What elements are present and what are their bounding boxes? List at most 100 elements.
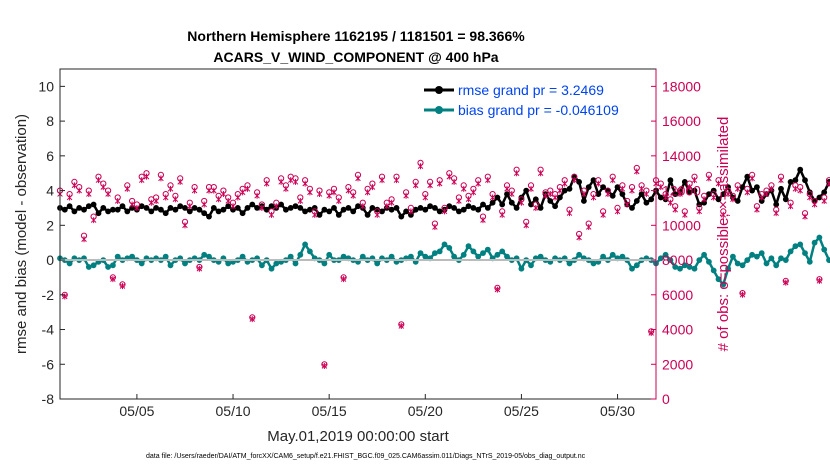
rmse-point xyxy=(244,205,251,211)
assimilated-obs-marker xyxy=(182,222,188,229)
assimilated-obs-marker xyxy=(561,180,568,187)
bias-point xyxy=(667,257,674,263)
rmse-point xyxy=(657,194,664,201)
assimilated-obs-marker xyxy=(76,187,82,194)
rmse-point xyxy=(432,205,438,211)
assimilated-obs-marker xyxy=(802,213,808,220)
bias-point xyxy=(417,250,424,256)
y-axis-label: rmse and bias (model - observation) xyxy=(13,114,30,354)
rmse-point xyxy=(186,208,193,215)
rmse-point xyxy=(715,196,722,203)
assimilated-obs-marker xyxy=(316,191,323,198)
x-tick-label: 05/20 xyxy=(408,403,443,419)
assimilated-obs-marker xyxy=(148,199,155,206)
assimilated-obs-marker xyxy=(811,201,818,208)
rmse-point xyxy=(686,189,693,196)
rmse-point xyxy=(446,203,453,210)
data-file-footnote: data file: /Users/raeder/DAI/ATM_forcXX/… xyxy=(146,453,586,460)
rmse-point xyxy=(71,208,78,215)
assimilated-obs-marker xyxy=(162,194,169,201)
bias-point xyxy=(662,251,669,258)
y-tick-label: 8 xyxy=(46,113,54,129)
rmse-point xyxy=(412,206,419,213)
assimilated-obs-marker xyxy=(451,178,457,185)
rmse-point xyxy=(465,203,472,210)
rmse-point xyxy=(547,198,554,204)
rmse-point xyxy=(220,206,227,213)
assimilated-obs-marker xyxy=(129,201,135,208)
assimilated-obs-marker xyxy=(470,189,477,196)
y-tick-label: -6 xyxy=(42,356,55,372)
assimilated-obs-marker xyxy=(206,187,212,194)
rmse-point xyxy=(739,184,746,191)
assimilated-obs-marker xyxy=(662,194,669,201)
y-right-tick-label: 4000 xyxy=(662,322,693,338)
assimilated-obs-marker xyxy=(187,203,193,210)
bias-point xyxy=(138,260,145,267)
rmse-point xyxy=(422,206,429,213)
bias-point xyxy=(730,253,736,260)
assimilated-obs-marker xyxy=(105,191,111,198)
rmse-point xyxy=(792,177,799,184)
rmse-point xyxy=(119,203,126,210)
assimilated-obs-marker xyxy=(614,208,621,215)
bias-point xyxy=(758,250,765,256)
bias-point xyxy=(90,262,97,269)
rmse-point xyxy=(321,206,328,213)
bias-point xyxy=(566,260,573,267)
assimilated-obs-marker xyxy=(797,187,803,194)
rmse-point xyxy=(283,206,289,213)
assimilated-obs-marker xyxy=(379,177,385,184)
assimilated-obs-marker xyxy=(504,185,510,192)
bias-point xyxy=(182,260,188,267)
rmse-point xyxy=(470,205,477,211)
rmse-point xyxy=(821,189,828,196)
bias-point xyxy=(802,250,808,256)
assimilated-obs-marker xyxy=(826,180,830,187)
rmse-point xyxy=(369,205,376,211)
bias-point xyxy=(821,246,828,253)
rmse-point xyxy=(263,206,270,213)
bias-point xyxy=(768,255,775,262)
rmse-point xyxy=(614,184,621,191)
rmse-point xyxy=(566,185,573,192)
x-tick-label: 05/15 xyxy=(312,403,347,419)
assimilated-obs-marker xyxy=(744,189,751,196)
rmse-point xyxy=(114,206,121,213)
rmse-point xyxy=(292,203,299,210)
rmse-point xyxy=(480,201,486,208)
rmse-point xyxy=(754,184,760,191)
assimilated-obs-marker xyxy=(427,182,433,189)
bias-point xyxy=(451,253,457,260)
rmse-point xyxy=(581,198,587,204)
assimilated-obs-marker xyxy=(124,185,131,192)
assimilated-obs-marker xyxy=(110,276,116,283)
assimilated-obs-marker xyxy=(138,177,145,184)
assimilated-obs-marker xyxy=(134,204,140,211)
assimilated-obs-marker xyxy=(509,191,515,198)
assimilated-obs-marker xyxy=(114,198,121,204)
bias-point xyxy=(739,262,746,269)
assimilated-obs-marker xyxy=(585,224,592,231)
bias-point xyxy=(792,243,799,250)
assimilated-obs-marker xyxy=(725,191,731,198)
assimilated-obs-marker xyxy=(547,191,554,198)
rmse-point xyxy=(513,205,520,211)
bias-point xyxy=(576,251,582,258)
bias-point xyxy=(201,251,208,258)
assimilated-obs-marker xyxy=(542,192,549,199)
assimilated-obs-marker xyxy=(259,204,265,211)
assimilated-obs-marker xyxy=(537,170,544,177)
rmse-point xyxy=(681,179,688,185)
assimilated-obs-marker xyxy=(749,175,755,182)
assimilated-obs-marker xyxy=(494,286,501,293)
assimilated-obs-marker xyxy=(412,182,419,189)
rmse-point xyxy=(350,208,357,215)
bias-point xyxy=(292,260,299,267)
assimilated-obs-marker xyxy=(350,192,356,199)
rmse-point xyxy=(672,191,679,198)
bias-point xyxy=(826,257,830,263)
rmse-point xyxy=(374,206,381,213)
x-axis-label: May.01,2019 00:00:00 start xyxy=(267,428,449,445)
